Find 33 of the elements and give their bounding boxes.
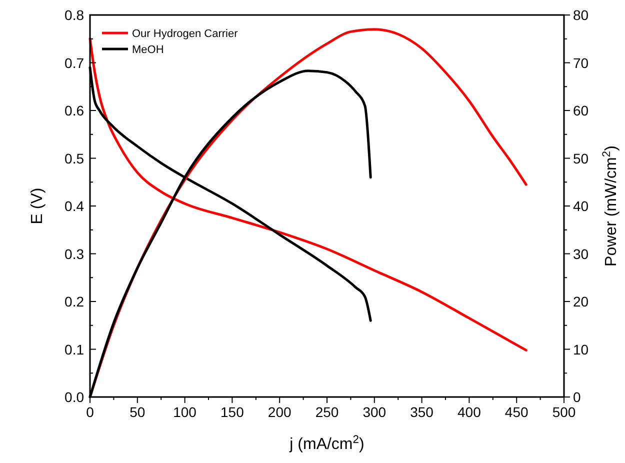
y-tick-label: 0.0 [64, 389, 84, 405]
y2-tick-label: 70 [573, 54, 589, 71]
y2-tick-label: 20 [573, 294, 589, 310]
x-tick-label: 200 [268, 404, 292, 420]
x-tick-label: 250 [315, 404, 339, 420]
y2-tick-label: 80 [573, 7, 589, 23]
x-tick-label: 450 [504, 404, 528, 420]
x-tick-label: 400 [458, 404, 482, 420]
y2-tick-label: 30 [573, 246, 589, 262]
y-tick-label: 0.4 [64, 198, 84, 214]
x-tick-label: 50 [130, 404, 146, 420]
y-tick-label: 0.2 [64, 294, 84, 310]
x-tick-label: 300 [362, 404, 386, 420]
y2-tick-label: 50 [573, 150, 589, 166]
y-tick-label: 0.3 [64, 246, 84, 262]
y-tick-label: 0.8 [64, 7, 84, 23]
x-tick-label: 100 [173, 404, 197, 420]
y-tick-label: 0.6 [64, 102, 84, 118]
y2-tick-label: 40 [573, 198, 589, 214]
legend-label: MeOH [132, 44, 164, 56]
legend-label: Our Hydrogen Carrier [132, 28, 238, 40]
y-tick-label: 0.5 [64, 150, 84, 166]
y2-tick-label: 0 [573, 389, 581, 405]
x-tick-label: 0 [86, 404, 94, 420]
y2-tick-label: 10 [573, 341, 589, 358]
y-tick-label: 0.1 [64, 341, 84, 358]
y-axis-title: E (V) [29, 188, 46, 224]
x-tick-label: 150 [220, 404, 244, 420]
x-axis-title: j (mA/cm$^{2}$) [288, 434, 364, 453]
x-tick-label: 350 [410, 404, 434, 420]
y-tick-label: 0.7 [64, 54, 84, 71]
y2-tick-label: 60 [573, 102, 589, 118]
x-tick-label: 500 [552, 404, 576, 420]
